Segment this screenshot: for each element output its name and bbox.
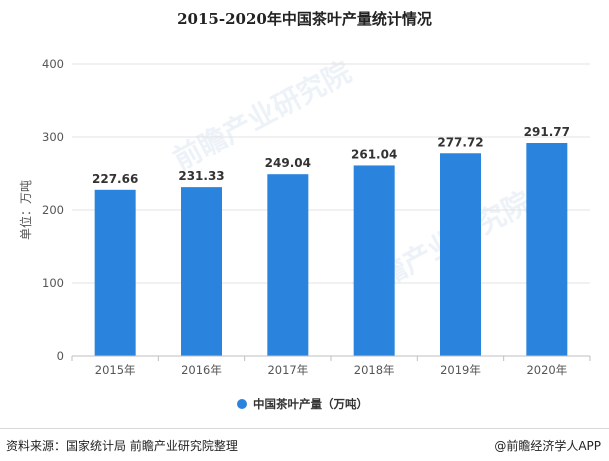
bar-value-label: 291.77 bbox=[524, 125, 570, 139]
footer: 资料来源：国家统计局 前瞻产业研究院整理 @前瞻经济学人APP bbox=[0, 428, 609, 461]
y-tick-label: 400 bbox=[42, 57, 64, 71]
y-tick-label: 200 bbox=[42, 203, 64, 217]
y-axis-label: 单位：万吨 bbox=[18, 180, 33, 240]
y-axis-ticks: 0 100 200 300 400 bbox=[42, 57, 64, 363]
legend-label: 中国茶叶产量（万吨） bbox=[253, 397, 368, 411]
y-tick-label: 300 bbox=[42, 130, 64, 144]
bar-value-label: 227.66 bbox=[92, 172, 138, 186]
bar[interactable] bbox=[526, 143, 568, 356]
legend[interactable]: 中国茶叶产量（万吨） bbox=[237, 397, 368, 411]
gridlines bbox=[72, 63, 590, 284]
brand-handle: @前瞻经济学人APP bbox=[494, 439, 601, 453]
bar-value-label: 249.04 bbox=[265, 156, 311, 170]
x-tick-label: 2015年 bbox=[95, 363, 136, 377]
y-tick-label: 0 bbox=[57, 349, 64, 363]
bar[interactable] bbox=[181, 187, 222, 356]
watermark-text: 前瞻产业研究院 bbox=[168, 55, 357, 176]
bar[interactable] bbox=[440, 153, 481, 356]
bar-value-label: 277.72 bbox=[437, 135, 483, 149]
x-tick-label: 2020年 bbox=[526, 363, 567, 377]
x-tick-label: 2018年 bbox=[354, 363, 395, 377]
value-labels: 227.66 231.33 249.04 261.04 277.72 291.77 bbox=[92, 125, 570, 186]
bar[interactable] bbox=[353, 165, 395, 356]
bar-value-label: 231.33 bbox=[178, 169, 224, 183]
chart-title: 2015-2020年中国茶叶产量统计情况 bbox=[177, 10, 432, 28]
x-axis-ticks: 2015年 2016年 2017年 2018年 2019年 2020年 bbox=[71, 356, 591, 377]
bar[interactable] bbox=[267, 174, 309, 356]
x-tick-label: 2017年 bbox=[267, 363, 308, 377]
bars bbox=[94, 143, 568, 356]
y-tick-label: 100 bbox=[42, 276, 64, 290]
bar[interactable] bbox=[94, 189, 136, 356]
x-tick-label: 2016年 bbox=[181, 363, 222, 377]
bar-value-label: 261.04 bbox=[351, 147, 397, 161]
x-tick-label: 2019年 bbox=[440, 363, 481, 377]
source-note: 资料来源：国家统计局 前瞻产业研究院整理 bbox=[6, 439, 238, 453]
legend-marker bbox=[237, 399, 247, 409]
